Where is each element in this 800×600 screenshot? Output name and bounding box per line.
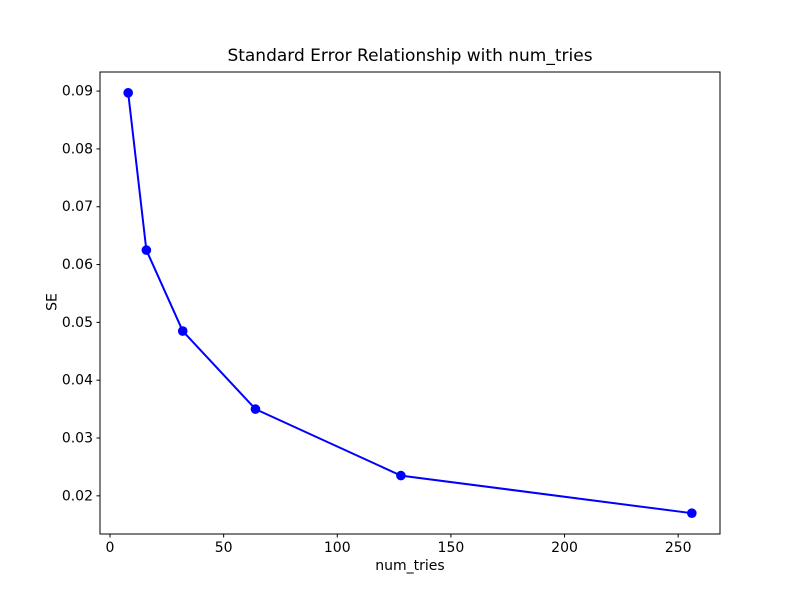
x-tick-label: 100 <box>324 540 351 556</box>
data-line <box>127 91 693 515</box>
y-tick-label: 0.08 <box>62 141 93 157</box>
data-point <box>687 508 697 518</box>
x-tick-label: 200 <box>551 540 578 556</box>
y-tick-label: 0.09 <box>62 84 93 100</box>
y-axis-label: SE <box>44 293 61 311</box>
chart-title: Standard Error Relationship with num_tri… <box>227 46 593 66</box>
x-tick-label: 250 <box>665 540 692 556</box>
data-point <box>177 326 188 336</box>
y-tick-label: 0.07 <box>62 199 93 215</box>
y-tick-label: 0.02 <box>62 488 93 504</box>
y-tick-label: 0.04 <box>62 373 93 389</box>
x-axis-label: num_tries <box>375 558 445 574</box>
y-tick-label: 0.05 <box>62 315 93 331</box>
x-tick-label: 50 <box>215 540 233 556</box>
y-tick-label: 0.03 <box>62 431 93 447</box>
data-point <box>123 88 133 98</box>
data-point <box>141 245 152 255</box>
x-tick-label: 150 <box>438 540 465 556</box>
data-point <box>250 404 261 414</box>
axes-frame <box>99 71 721 535</box>
x-tick-label: 0 <box>106 540 115 556</box>
data-point <box>396 470 406 481</box>
y-tick-label: 0.06 <box>62 257 93 273</box>
